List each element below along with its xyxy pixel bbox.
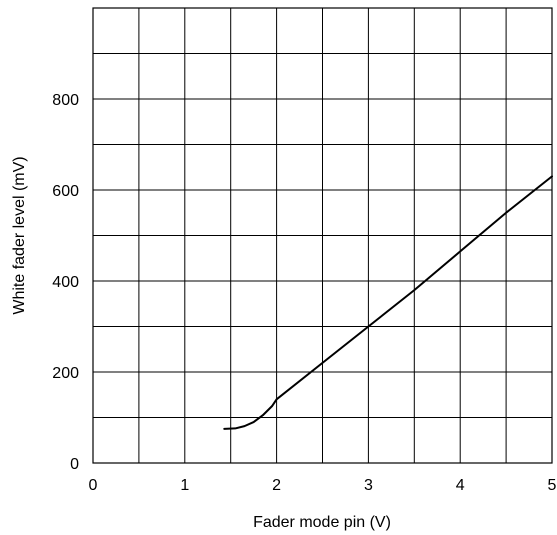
y-tick-label: 400 <box>52 274 79 291</box>
y-tick-labels: 0 200 400 600 800 <box>52 92 79 473</box>
x-tick-labels: 0 1 2 3 4 5 <box>89 477 557 494</box>
x-tick-label: 4 <box>456 477 465 494</box>
x-tick-label: 3 <box>364 477 373 494</box>
series-line <box>223 175 553 430</box>
y-tick-label: 200 <box>52 365 79 382</box>
x-tick-label: 5 <box>548 477 557 494</box>
x-tick-label: 2 <box>272 477 281 494</box>
x-tick-label: 0 <box>89 477 98 494</box>
y-tick-label: 600 <box>52 183 79 200</box>
plot-frame <box>92 7 553 464</box>
y-tick-label: 800 <box>52 92 79 109</box>
y-tick-label: 0 <box>70 456 79 473</box>
x-axis-label: Fader mode pin (V) <box>253 514 391 531</box>
y-axis-label: White fader level (mV) <box>11 156 28 314</box>
series-layer <box>223 175 553 430</box>
x-tick-label: 1 <box>180 477 189 494</box>
grid-lines <box>93 8 552 463</box>
